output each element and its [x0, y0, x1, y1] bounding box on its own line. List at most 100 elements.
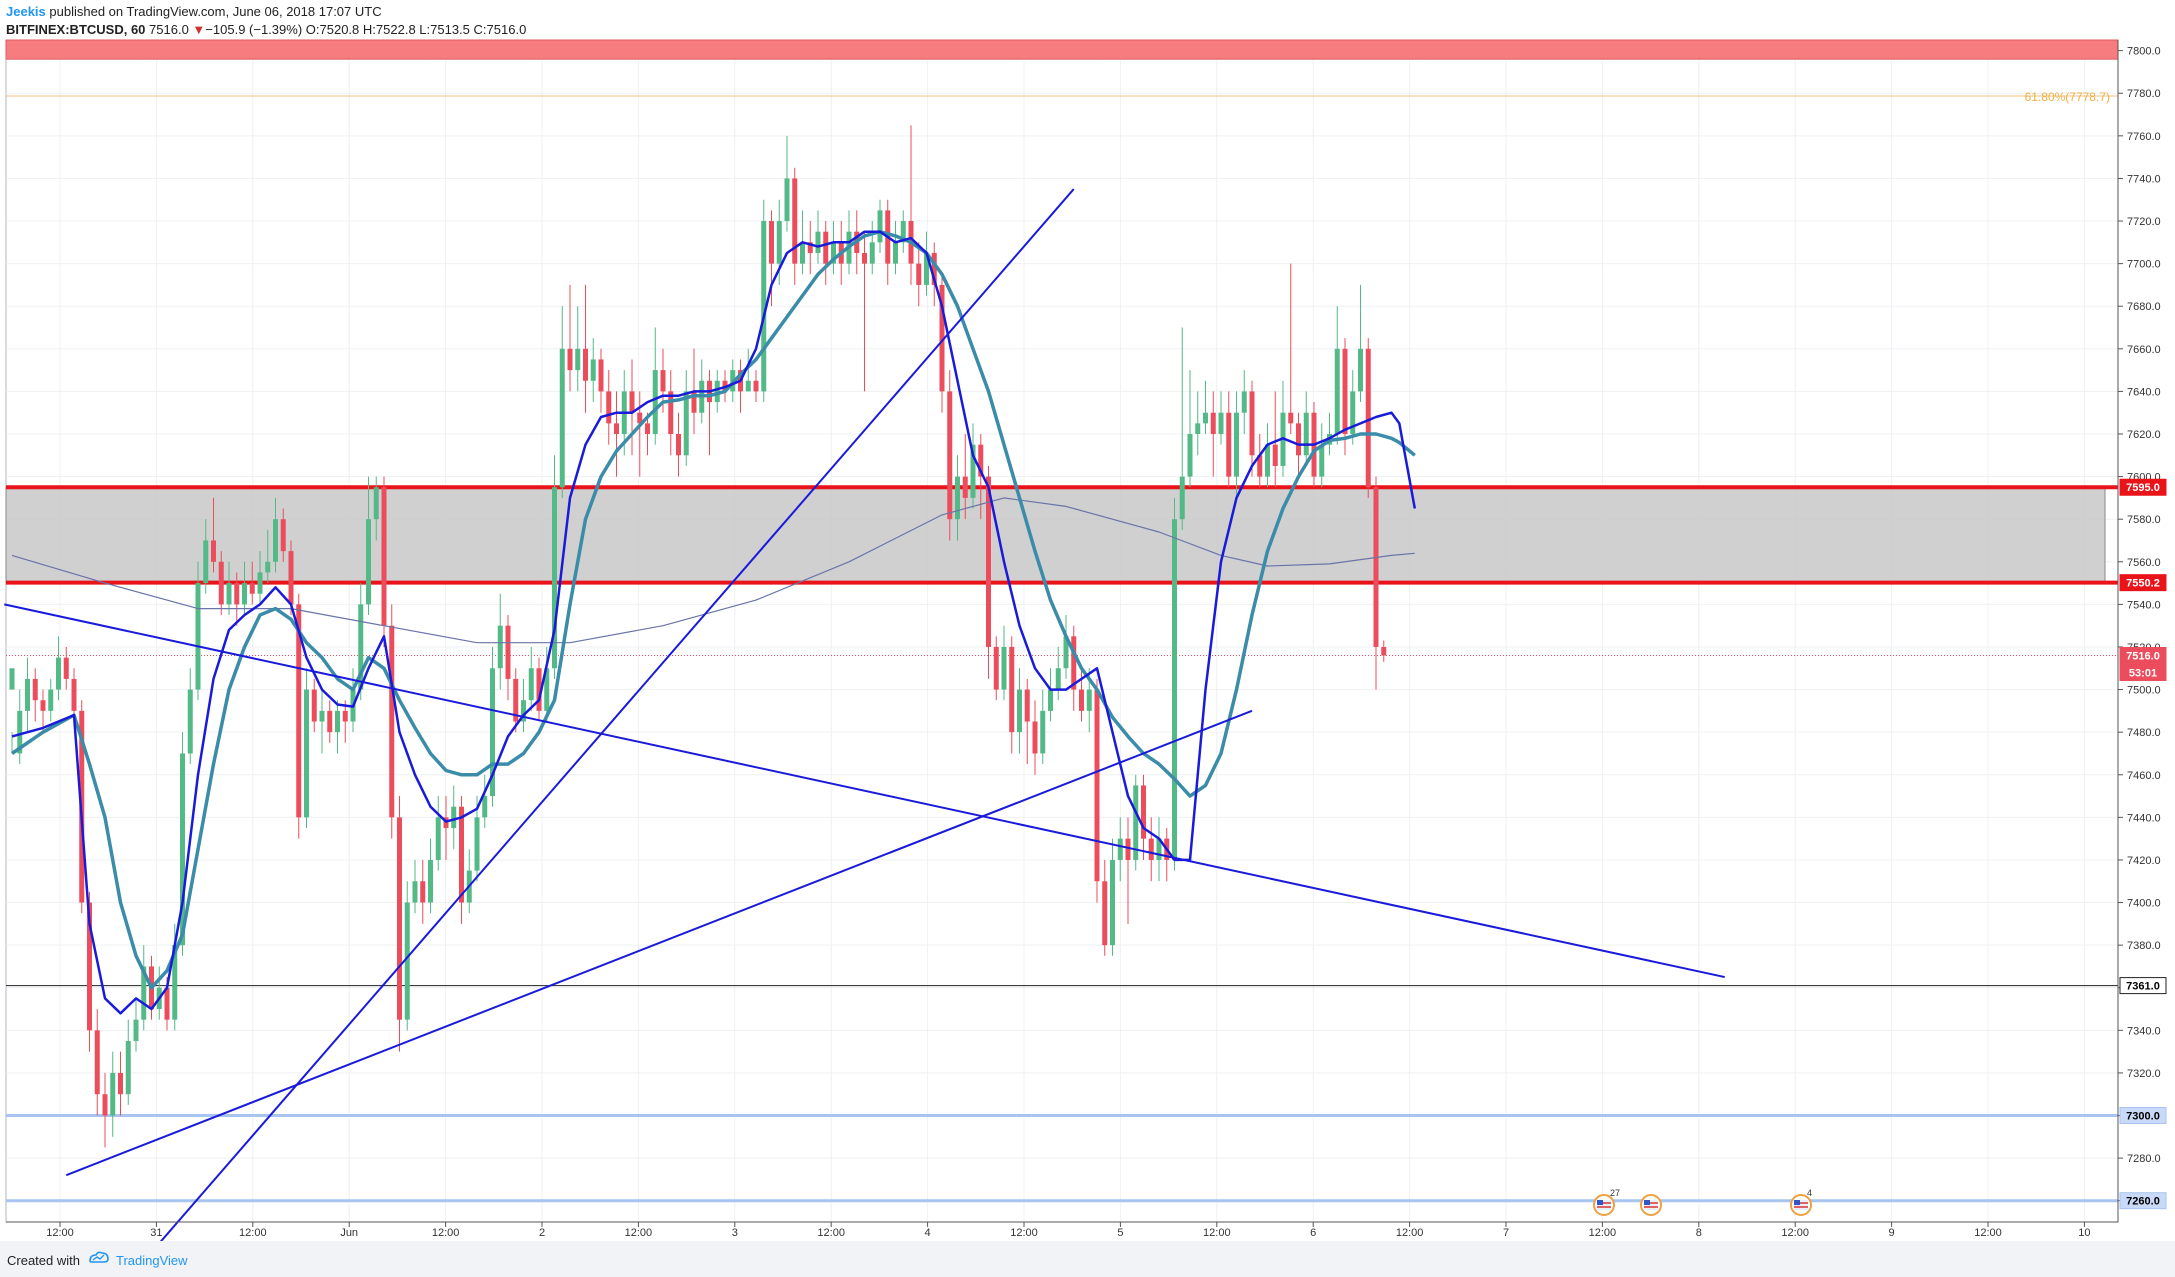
candle-up — [273, 497, 278, 573]
candle-up — [1063, 615, 1069, 679]
candle-body — [1187, 434, 1193, 477]
resistance-zone — [5, 486, 2106, 584]
created-with-text: Created with — [7, 1253, 80, 1268]
candle-body — [265, 561, 271, 573]
candle-up — [187, 668, 193, 765]
candle-up — [17, 689, 23, 765]
author-link[interactable]: Jeekis — [6, 4, 46, 19]
price-chart[interactable]: 61.80%(7778.7) 7800.0 7780.0 7760.0 7740.0 7… — [0, 0, 2175, 1241]
candle-body — [1226, 412, 1232, 477]
candle-up — [1218, 391, 1224, 445]
x-tick-label: 12:00 — [239, 1227, 267, 1239]
price-label-resistance: 7550.2 — [2119, 574, 2167, 592]
trend-line-rising-steep[interactable] — [159, 188, 1075, 1241]
candle-down — [1249, 380, 1255, 477]
open-label: O: — [305, 22, 320, 37]
candle-body — [606, 391, 612, 424]
candle-body — [490, 668, 495, 797]
candle-body — [1125, 838, 1131, 860]
candle-body — [893, 242, 898, 264]
candle-body — [1210, 412, 1216, 434]
candle-body — [1179, 476, 1185, 520]
candle-body — [226, 583, 232, 605]
candle-body — [1001, 646, 1007, 690]
candle-body — [637, 412, 643, 424]
candle-body — [71, 678, 77, 711]
candle-body — [939, 284, 945, 392]
candle-down — [249, 561, 255, 605]
candle-down — [505, 615, 511, 701]
candle-up — [1334, 306, 1340, 445]
candle-down — [40, 689, 46, 733]
candle-body — [916, 263, 922, 285]
candle-body — [947, 391, 953, 520]
candle-down — [1094, 678, 1100, 903]
trend-line-descending[interactable] — [4, 603, 1725, 979]
candle-up — [1055, 646, 1061, 701]
candle-body — [311, 689, 317, 722]
candle-up — [893, 221, 898, 275]
candle-down — [211, 497, 216, 573]
event-flag-icon[interactable]: 27 — [1593, 1188, 1620, 1216]
candle-down — [939, 274, 945, 413]
event-badges[interactable]: 27 4 — [1593, 1188, 1812, 1216]
zones: 61.80%(7778.7) — [5, 39, 2119, 1203]
x-tick-label: 12:00 — [432, 1227, 460, 1239]
candle-up — [1110, 838, 1115, 956]
candle-body — [187, 689, 193, 754]
candle-body — [257, 572, 263, 594]
y-tick-label: 7420.0 — [2127, 855, 2161, 867]
candle-body — [590, 359, 596, 381]
candle-up — [1358, 284, 1363, 403]
candle-up — [265, 529, 271, 584]
candle-body — [1381, 646, 1387, 656]
candle-body — [172, 945, 178, 1020]
candle-body — [1172, 519, 1177, 860]
x-tick-label: 12:00 — [1396, 1227, 1424, 1239]
price-label-last: 7516.0 — [2119, 646, 2167, 664]
x-tick-label: 10 — [2078, 1227, 2090, 1239]
candle-body — [327, 710, 333, 733]
candle-body — [304, 689, 309, 818]
candle-up — [180, 732, 185, 956]
candle-up — [335, 700, 340, 754]
y-tick-label: 7560.0 — [2127, 557, 2161, 569]
candle-body — [970, 444, 976, 498]
candle-up — [451, 785, 457, 850]
candle-body — [924, 252, 929, 285]
symbol-label[interactable]: BITFINEX:BTCUSD, 60 — [6, 22, 146, 37]
candle-body — [48, 689, 54, 711]
candle-body — [815, 231, 821, 253]
candle-body — [218, 561, 224, 605]
y-tick-label: 7440.0 — [2127, 812, 2161, 824]
candle-up — [552, 455, 557, 679]
candle-up — [226, 561, 232, 616]
y-tick-label: 7740.0 — [2127, 173, 2161, 185]
candle-body — [1040, 710, 1046, 754]
candle-body — [1334, 348, 1340, 434]
candle-body — [180, 753, 185, 946]
candle-body — [645, 423, 650, 434]
tradingview-brand[interactable]: TradingView — [116, 1253, 188, 1268]
candle-body — [1303, 412, 1309, 456]
candle-down — [668, 370, 674, 456]
candle-body — [1218, 412, 1224, 434]
event-flag-icon[interactable] — [1640, 1194, 1662, 1216]
x-tick-label: 12:00 — [46, 1227, 74, 1239]
candle-up — [373, 476, 379, 541]
price-label-countdown: 53:01 — [2119, 663, 2167, 681]
candle-body — [234, 583, 240, 605]
candle-body — [474, 817, 480, 871]
candle-body — [459, 806, 464, 903]
candle-body — [1009, 646, 1015, 733]
candle-body — [1048, 689, 1053, 711]
event-flag-icon[interactable]: 4 — [1790, 1188, 1812, 1216]
flag-body — [1597, 1200, 1611, 1210]
candle-down — [606, 370, 612, 445]
candle-body — [683, 391, 689, 456]
candle-body — [203, 540, 209, 584]
candle-down — [94, 1009, 100, 1116]
trend-line-rising-shallow[interactable] — [65, 709, 1253, 1177]
trend-lines[interactable] — [4, 188, 1725, 1241]
candle-body — [652, 370, 658, 434]
